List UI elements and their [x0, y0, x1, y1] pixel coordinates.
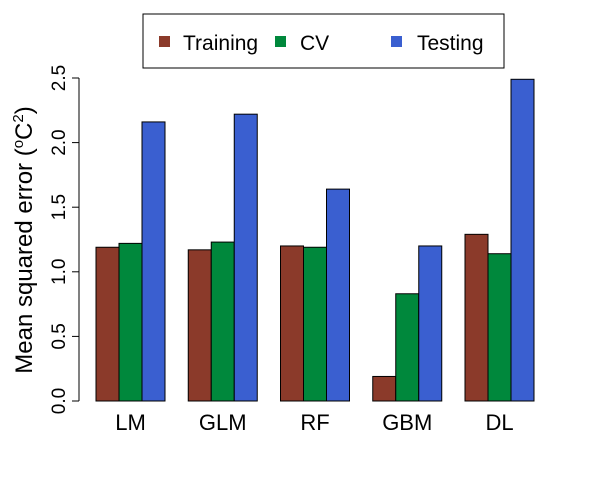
- legend-label-training: Training: [183, 32, 258, 55]
- bar-glm-training: [187, 249, 212, 402]
- category-labels: LM GLM RF GBM DL: [115, 410, 513, 435]
- bar-lm-testing: [141, 121, 166, 402]
- legend-swatch-cv: [275, 36, 286, 47]
- category-label-glm: GLM: [199, 410, 247, 435]
- bar-lm-cv: [118, 242, 143, 402]
- bar-gbm-training: [372, 375, 397, 402]
- y-tick-label: 1.5: [49, 194, 70, 220]
- legend: Training CV Testing: [142, 13, 505, 69]
- legend-swatch-training: [159, 36, 170, 47]
- y-tick-label: 1.0: [49, 259, 70, 285]
- y-axis-label: Mean squared error (oC2): [10, 106, 38, 373]
- bar-rf-testing: [326, 188, 350, 402]
- bar-dl-cv: [487, 253, 512, 402]
- bar-gbm-testing: [418, 245, 443, 402]
- y-tick-label: 0.5: [49, 323, 70, 349]
- legend-label-cv: CV: [300, 32, 329, 55]
- y-axis: 0.0 0.5 1.0 1.5 2.0 2.5: [49, 65, 80, 414]
- bar-dl-testing: [510, 78, 535, 402]
- legend-label-testing: Testing: [417, 32, 484, 55]
- bars: [95, 78, 535, 402]
- category-label-rf: RF: [300, 410, 329, 435]
- bar-rf-cv: [303, 246, 327, 402]
- y-tick-label: 2.0: [49, 129, 70, 155]
- bar-lm-training: [95, 246, 120, 402]
- bar-glm-cv: [210, 241, 235, 402]
- bar-rf-training: [280, 245, 304, 402]
- bar-dl-training: [464, 233, 489, 402]
- category-label-dl: DL: [485, 410, 513, 435]
- category-label-gbm: GBM: [382, 410, 432, 435]
- bar-gbm-cv: [395, 293, 420, 402]
- category-label-lm: LM: [115, 410, 146, 435]
- y-tick-label: 0.0: [49, 388, 70, 414]
- legend-box: [142, 13, 505, 69]
- y-tick-label: 2.5: [49, 65, 70, 91]
- bar-glm-testing: [233, 113, 258, 402]
- legend-swatch-testing: [391, 36, 402, 47]
